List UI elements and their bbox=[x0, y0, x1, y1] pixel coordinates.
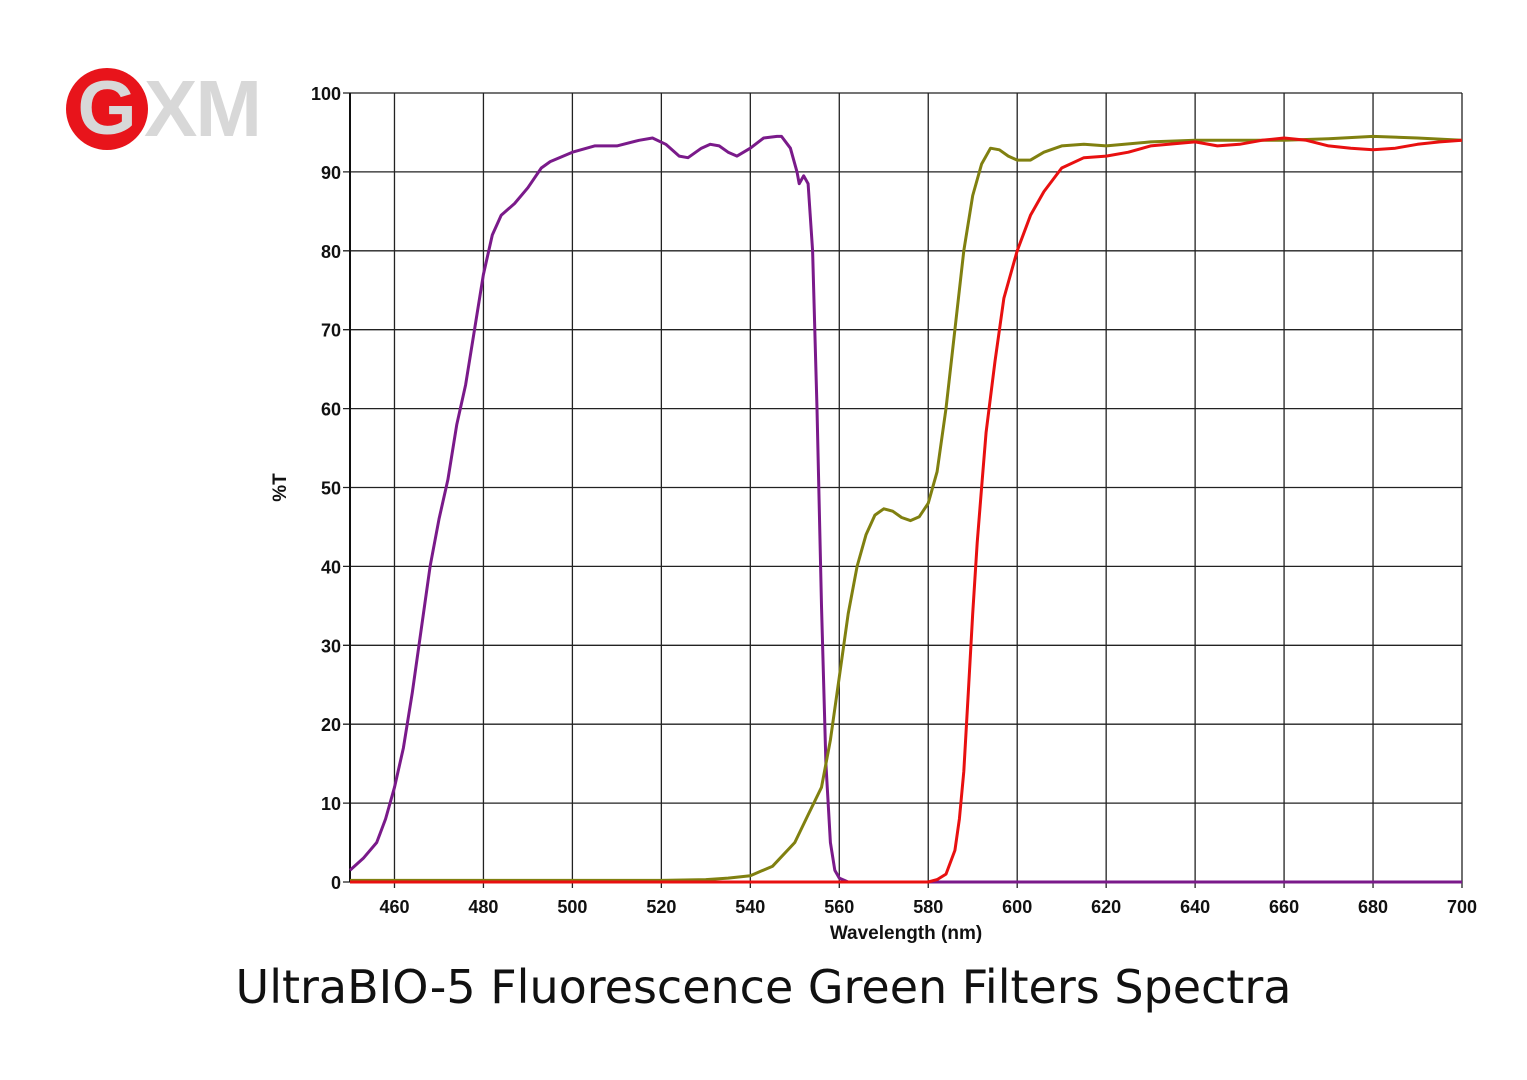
x-tick-label: 560 bbox=[824, 897, 854, 917]
series-line-1 bbox=[350, 134, 1463, 882]
x-tick-label: 540 bbox=[735, 897, 765, 917]
chart-title: UltraBIO-5 Fluorescence Green Filters Sp… bbox=[235, 960, 1292, 1014]
x-tick-label: 680 bbox=[1358, 897, 1388, 917]
series-line-0 bbox=[348, 134, 1462, 884]
logo-g-circle: G bbox=[66, 68, 148, 150]
y-tick-label: 30 bbox=[321, 636, 341, 656]
x-tick-label: 640 bbox=[1180, 897, 1210, 917]
y-tick-label: 0 bbox=[331, 873, 341, 893]
y-tick-label: 60 bbox=[321, 400, 341, 420]
x-tick-label: 620 bbox=[1091, 897, 1121, 917]
x-tick-label: 520 bbox=[646, 897, 676, 917]
x-axis-label: Wavelength (nm) bbox=[830, 923, 982, 944]
y-tick-label: 10 bbox=[321, 794, 341, 814]
x-tick-label: 600 bbox=[1002, 897, 1032, 917]
logo-xm: XM bbox=[144, 64, 262, 153]
y-tick-label: 70 bbox=[321, 321, 341, 341]
y-tick-label: 40 bbox=[321, 557, 341, 577]
x-tick-label: 660 bbox=[1269, 897, 1299, 917]
y-axis-label: %T bbox=[270, 473, 291, 502]
series-line-2 bbox=[350, 136, 1463, 884]
x-tick-label: 580 bbox=[913, 897, 943, 917]
y-tick-label: 20 bbox=[321, 715, 341, 735]
y-tick-label: 90 bbox=[321, 163, 341, 183]
y-tick-label: 80 bbox=[321, 242, 341, 262]
gxm-logo: G XM bbox=[66, 64, 262, 153]
x-tick-label: 460 bbox=[379, 897, 409, 917]
y-tick-label: 100 bbox=[311, 84, 341, 104]
x-tick-label: 480 bbox=[468, 897, 498, 917]
x-tick-label: 700 bbox=[1447, 897, 1477, 917]
x-tick-label: 500 bbox=[557, 897, 587, 917]
y-tick-label: 50 bbox=[321, 479, 341, 499]
